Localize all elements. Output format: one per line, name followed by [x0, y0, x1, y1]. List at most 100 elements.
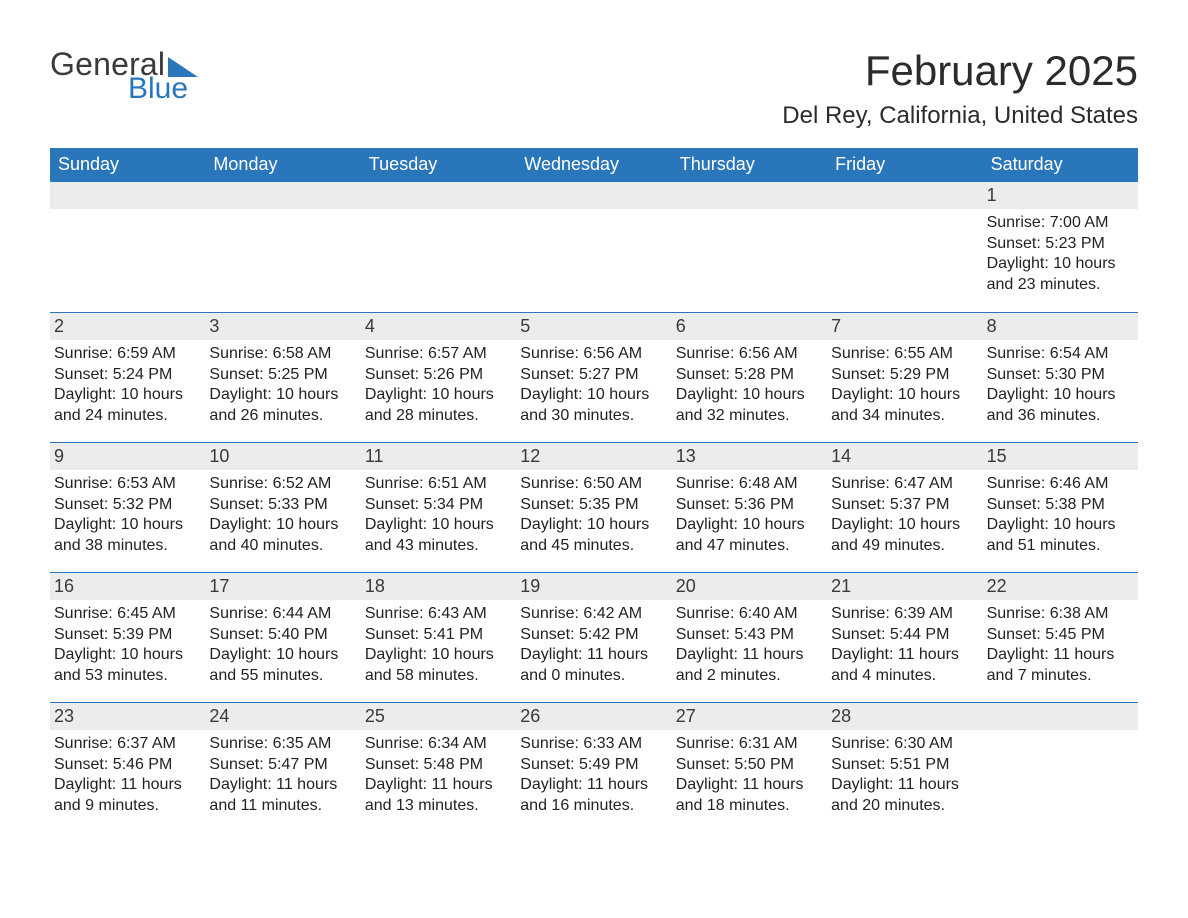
calendar-cell: 14Sunrise: 6:47 AMSunset: 5:37 PMDayligh…: [827, 443, 982, 570]
sunset-line: Sunset: 5:35 PM: [520, 495, 665, 515]
calendar-cell: 17Sunrise: 6:44 AMSunset: 5:40 PMDayligh…: [205, 573, 360, 700]
day-info: Sunrise: 6:31 AMSunset: 5:50 PMDaylight:…: [676, 734, 821, 816]
sunset-line: Sunset: 5:45 PM: [987, 625, 1132, 645]
daylight-line: Daylight: 10 hours and 43 minutes.: [365, 515, 510, 556]
day-number: 18: [361, 573, 516, 600]
sunset-line: Sunset: 5:51 PM: [831, 755, 976, 775]
day-number: 19: [516, 573, 671, 600]
day-info: Sunrise: 6:58 AMSunset: 5:25 PMDaylight:…: [209, 344, 354, 426]
calendar-cell: 20Sunrise: 6:40 AMSunset: 5:43 PMDayligh…: [672, 573, 827, 700]
day-number: [516, 182, 671, 209]
weekday-header: Tuesday: [361, 148, 516, 182]
day-info: Sunrise: 6:42 AMSunset: 5:42 PMDaylight:…: [520, 604, 665, 686]
location-title: Del Rey, California, United States: [782, 102, 1138, 130]
calendar-week-row: 16Sunrise: 6:45 AMSunset: 5:39 PMDayligh…: [50, 572, 1138, 700]
day-number: [983, 703, 1138, 730]
day-info: Sunrise: 6:37 AMSunset: 5:46 PMDaylight:…: [54, 734, 199, 816]
daylight-line: Daylight: 10 hours and 32 minutes.: [676, 385, 821, 426]
day-info: Sunrise: 6:35 AMSunset: 5:47 PMDaylight:…: [209, 734, 354, 816]
daylight-line: Daylight: 10 hours and 38 minutes.: [54, 515, 199, 556]
sunrise-line: Sunrise: 6:52 AM: [209, 474, 354, 494]
day-info: Sunrise: 6:51 AMSunset: 5:34 PMDaylight:…: [365, 474, 510, 556]
daylight-line: Daylight: 10 hours and 28 minutes.: [365, 385, 510, 426]
sunrise-line: Sunrise: 6:56 AM: [676, 344, 821, 364]
calendar-cell: [205, 182, 360, 310]
sunrise-line: Sunrise: 6:42 AM: [520, 604, 665, 624]
weekday-header: Sunday: [50, 148, 205, 182]
sunset-line: Sunset: 5:34 PM: [365, 495, 510, 515]
daylight-line: Daylight: 11 hours and 4 minutes.: [831, 645, 976, 686]
day-info: Sunrise: 6:48 AMSunset: 5:36 PMDaylight:…: [676, 474, 821, 556]
logo-word-blue: Blue: [128, 74, 198, 104]
sunset-line: Sunset: 5:40 PM: [209, 625, 354, 645]
sunrise-line: Sunrise: 6:30 AM: [831, 734, 976, 754]
calendar-cell: 22Sunrise: 6:38 AMSunset: 5:45 PMDayligh…: [983, 573, 1138, 700]
day-number: 20: [672, 573, 827, 600]
daylight-line: Daylight: 10 hours and 40 minutes.: [209, 515, 354, 556]
sunrise-line: Sunrise: 6:40 AM: [676, 604, 821, 624]
sunset-line: Sunset: 5:39 PM: [54, 625, 199, 645]
calendar-cell: 9Sunrise: 6:53 AMSunset: 5:32 PMDaylight…: [50, 443, 205, 570]
calendar-cell: 25 Sunrise: 6:34 AMSunset: 5:48 PMDayligh…: [361, 703, 516, 830]
sunrise-line: Sunrise: 6:47 AM: [831, 474, 976, 494]
day-number: 7: [827, 313, 982, 340]
sunset-line: Sunset: 5:36 PM: [676, 495, 821, 515]
day-info: Sunrise: 6:44 AMSunset: 5:40 PMDaylight:…: [209, 604, 354, 686]
daylight-line: Daylight: 11 hours and 13 minutes.: [365, 775, 510, 816]
weekday-header: Monday: [205, 148, 360, 182]
daylight-line: Daylight: 10 hours and 45 minutes.: [520, 515, 665, 556]
month-title: February 2025: [782, 48, 1138, 94]
calendar-cell: 27Sunrise: 6:31 AMSunset: 5:50 PMDayligh…: [672, 703, 827, 830]
sunset-line: Sunset: 5:26 PM: [365, 365, 510, 385]
sunset-line: Sunset: 5:47 PM: [209, 755, 354, 775]
logo: General Blue: [50, 48, 198, 104]
day-number: 3: [205, 313, 360, 340]
day-info: Sunrise: 6:30 AMSunset: 5:51 PMDaylight:…: [831, 734, 976, 816]
title-block: February 2025 Del Rey, California, Unite…: [782, 48, 1138, 130]
day-number: 26: [516, 703, 671, 730]
daylight-line: Daylight: 10 hours and 58 minutes.: [365, 645, 510, 686]
day-number: 24: [205, 703, 360, 730]
daylight-line: Daylight: 11 hours and 18 minutes.: [676, 775, 821, 816]
calendar-cell: [361, 182, 516, 310]
calendar-cell: 8Sunrise: 6:54 AMSunset: 5:30 PMDaylight…: [983, 313, 1138, 440]
day-info: Sunrise: 6:52 AMSunset: 5:33 PMDaylight:…: [209, 474, 354, 556]
daylight-line: Daylight: 10 hours and 53 minutes.: [54, 645, 199, 686]
sunset-line: Sunset: 5:28 PM: [676, 365, 821, 385]
sunset-line: Sunset: 5:33 PM: [209, 495, 354, 515]
daylight-line: Daylight: 11 hours and 20 minutes.: [831, 775, 976, 816]
sunrise-line: Sunrise: 6:57 AM: [365, 344, 510, 364]
sunset-line: Sunset: 5:29 PM: [831, 365, 976, 385]
sunrise-line: Sunrise: 6:56 AM: [520, 344, 665, 364]
calendar-cell: 24 Sunrise: 6:35 AMSunset: 5:47 PMDayligh…: [205, 703, 360, 830]
daylight-line: Daylight: 11 hours and 2 minutes.: [676, 645, 821, 686]
calendar-cell: 12Sunrise: 6:50 AMSunset: 5:35 PMDayligh…: [516, 443, 671, 570]
sunset-line: Sunset: 5:37 PM: [831, 495, 976, 515]
day-info: Sunrise: 6:45 AMSunset: 5:39 PMDaylight:…: [54, 604, 199, 686]
day-info: Sunrise: 6:34 AMSunset: 5:48 PMDaylight:…: [365, 734, 510, 816]
sunset-line: Sunset: 5:49 PM: [520, 755, 665, 775]
sunrise-line: Sunrise: 6:48 AM: [676, 474, 821, 494]
calendar-week-row: 9Sunrise: 6:53 AMSunset: 5:32 PMDaylight…: [50, 442, 1138, 570]
sunset-line: Sunset: 5:48 PM: [365, 755, 510, 775]
calendar-week-row: 1Sunrise: 7:00 AMSunset: 5:23 PMDaylight…: [50, 182, 1138, 310]
daylight-line: Daylight: 11 hours and 9 minutes.: [54, 775, 199, 816]
day-info: Sunrise: 6:38 AMSunset: 5:45 PMDaylight:…: [987, 604, 1132, 686]
daylight-line: Daylight: 11 hours and 7 minutes.: [987, 645, 1132, 686]
day-number: [672, 182, 827, 209]
day-info: Sunrise: 7:00 AMSunset: 5:23 PMDaylight:…: [987, 213, 1132, 295]
calendar-cell: 11Sunrise: 6:51 AMSunset: 5:34 PMDayligh…: [361, 443, 516, 570]
sunset-line: Sunset: 5:24 PM: [54, 365, 199, 385]
calendar-cell: 28Sunrise: 6:30 AMSunset: 5:51 PMDayligh…: [827, 703, 982, 830]
day-number: 25: [361, 703, 516, 730]
calendar-week-row: 23Sunrise: 6:37 AMSunset: 5:46 PMDayligh…: [50, 702, 1138, 830]
calendar-cell: 4Sunrise: 6:57 AMSunset: 5:26 PMDaylight…: [361, 313, 516, 440]
day-info: Sunrise: 6:46 AMSunset: 5:38 PMDaylight:…: [987, 474, 1132, 556]
sunset-line: Sunset: 5:25 PM: [209, 365, 354, 385]
calendar-cell: 16Sunrise: 6:45 AMSunset: 5:39 PMDayligh…: [50, 573, 205, 700]
calendar-cell: [50, 182, 205, 310]
calendar-cell: 6Sunrise: 6:56 AMSunset: 5:28 PMDaylight…: [672, 313, 827, 440]
day-number: [205, 182, 360, 209]
day-number: [361, 182, 516, 209]
calendar-cell: [516, 182, 671, 310]
